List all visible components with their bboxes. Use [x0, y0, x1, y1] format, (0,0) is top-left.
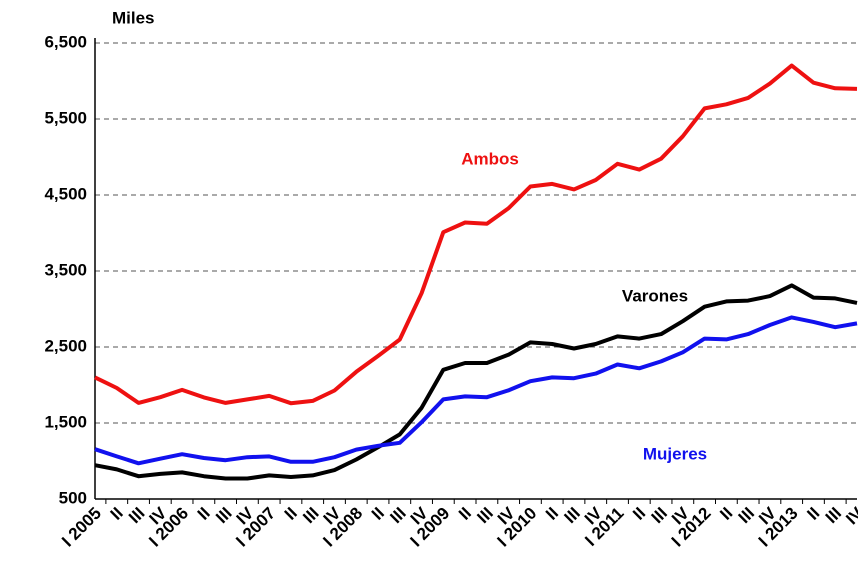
y-tick-label: 2,500	[44, 336, 87, 355]
y-tick-label: 1,500	[44, 412, 87, 431]
y-tick-label: 6,500	[44, 32, 87, 51]
x-tick-label: I 2005	[58, 504, 105, 551]
series-label: Varones	[622, 286, 688, 305]
y-tick-label: 3,500	[44, 260, 87, 279]
y-tick-label: 4,500	[44, 184, 87, 203]
series-line	[94, 283, 858, 481]
series-label: Ambos	[461, 149, 519, 168]
y-tick-label: 500	[59, 488, 87, 507]
x-tick-label: IV	[842, 503, 858, 528]
series-label: Mujeres	[643, 444, 707, 463]
y-axis-label: Miles	[112, 8, 155, 27]
series-line	[94, 315, 858, 466]
y-tick-label: 5,500	[44, 108, 87, 127]
series-line	[94, 63, 858, 406]
